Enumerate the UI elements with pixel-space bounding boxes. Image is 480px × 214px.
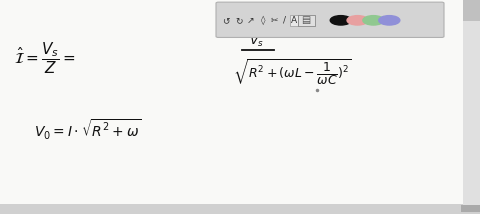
Bar: [463, 0, 480, 21]
Text: ↗: ↗: [247, 16, 254, 25]
Text: A: A: [291, 16, 297, 25]
Text: ◊: ◊: [261, 16, 265, 25]
Circle shape: [363, 16, 384, 25]
Bar: [463, 0, 480, 205]
FancyBboxPatch shape: [0, 204, 480, 214]
Text: ↻: ↻: [235, 16, 243, 25]
Text: $V_s$: $V_s$: [249, 34, 264, 49]
Circle shape: [330, 16, 351, 25]
FancyBboxPatch shape: [216, 2, 444, 37]
Bar: [461, 205, 480, 212]
Circle shape: [379, 16, 400, 25]
Circle shape: [347, 16, 368, 25]
Text: ✂: ✂: [271, 16, 278, 25]
Text: ↺: ↺: [222, 16, 229, 25]
Text: $\sqrt{R^2+(\omega L - \dfrac{1}{\omega C})^2}$: $\sqrt{R^2+(\omega L - \dfrac{1}{\omega …: [233, 57, 352, 86]
Text: $\hat{\mathcal{I}} = \dfrac{V_s}{Z} =$: $\hat{\mathcal{I}} = \dfrac{V_s}{Z} =$: [14, 40, 76, 76]
Text: $V_0 = I \cdot \sqrt{R^2 + \omega}$: $V_0 = I \cdot \sqrt{R^2 + \omega}$: [34, 117, 141, 142]
Bar: [298, 15, 315, 26]
Text: ▤: ▤: [301, 15, 311, 25]
Text: /: /: [283, 16, 286, 25]
